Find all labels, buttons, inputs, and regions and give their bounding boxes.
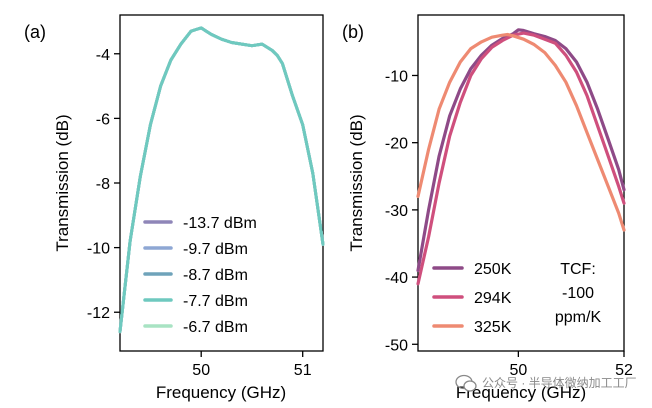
series-line-294K xyxy=(416,31,626,286)
panel-b-plot-frame xyxy=(417,14,625,352)
tcf-annotation-line-2: -100 xyxy=(562,285,594,302)
tcf-annotation-line-3: ppm/K xyxy=(555,309,602,326)
legend-label-6-7-dBm: -6.7 dBm xyxy=(183,319,248,336)
legend-label-7-7-dBm: -7.7 dBm xyxy=(183,293,248,310)
tcf-annotation-line-1: TCF: xyxy=(560,261,596,278)
series-line-7-7-dBm xyxy=(118,26,325,334)
y-tick-label: -40 xyxy=(385,270,408,287)
y-tick-label: -6 xyxy=(96,111,110,128)
panel-b-series xyxy=(416,28,626,286)
panel-b-label: (b) xyxy=(342,22,364,42)
panel-b-ticks: 50 52 -10 -20 -30 -40 -50 xyxy=(385,68,633,379)
panel-b-y-axis-label: Transmission (dB) xyxy=(347,114,366,251)
x-tick-label: 50 xyxy=(509,362,527,379)
series-line-325K xyxy=(416,32,626,232)
y-tick-label: -12 xyxy=(87,305,110,322)
y-tick-label: -20 xyxy=(385,136,408,153)
panel-a-y-axis-label: Transmission (dB) xyxy=(53,114,72,251)
watermark: 公众号 · 半导体微纳加工工厂 xyxy=(455,374,637,392)
panel-a-label: (a) xyxy=(24,22,46,42)
legend-label-9-7-dBm: -9.7 dBm xyxy=(183,241,248,258)
panel-a-legend: -13.7 dBm -9.7 dBm -8.7 dBm -7.7 dBm -6.7 dB… xyxy=(143,215,257,336)
x-tick-label: 50 xyxy=(192,362,210,379)
series-line-9-7-dBm xyxy=(118,26,325,334)
x-tick-label: 51 xyxy=(294,362,312,379)
panel-b-legend: 250K 294K 325K xyxy=(432,261,512,336)
y-tick-label: -50 xyxy=(385,337,408,354)
x-tick-label: 52 xyxy=(615,362,633,379)
series-line-13-7-dBm xyxy=(118,26,325,334)
legend-label-250K: 250K xyxy=(474,261,512,278)
y-tick-label: -10 xyxy=(87,241,110,258)
legend-label-294K: 294K xyxy=(474,290,512,307)
y-tick-label: -30 xyxy=(385,203,408,220)
legend-label-13-7-dBm: -13.7 dBm xyxy=(183,215,257,232)
panel-b-x-axis-label: Frequency (GHz) xyxy=(456,383,586,402)
panel-a: (a) 50 51 -4 -6 -8 -10 -12 -13.7 dBm -9.7 dBm -8… xyxy=(24,14,325,402)
wechat-icon xyxy=(455,374,477,392)
series-line-6-7-dBm xyxy=(118,26,325,334)
legend-label-325K: 325K xyxy=(474,319,512,336)
y-tick-label: -8 xyxy=(96,176,110,193)
y-tick-label: -4 xyxy=(96,47,110,64)
panel-a-ticks: 50 51 -4 -6 -8 -10 -12 xyxy=(87,47,312,379)
panel-a-x-axis-label: Frequency (GHz) xyxy=(156,383,286,402)
y-tick-label: -10 xyxy=(385,68,408,85)
panel-a-series xyxy=(118,26,325,334)
panel-b: (b) 50 52 -10 -20 -30 -40 -50 250K 294K 325K TCF… xyxy=(342,14,633,402)
tcf-annotation: TCF: -100 ppm/K xyxy=(555,261,602,326)
series-line-250K xyxy=(416,28,626,272)
series-line-8-7-dBm xyxy=(118,26,325,334)
watermark-text: 公众号 · 半导体微纳加工工厂 xyxy=(482,376,637,390)
legend-label-8-7-dBm: -8.7 dBm xyxy=(183,267,248,284)
